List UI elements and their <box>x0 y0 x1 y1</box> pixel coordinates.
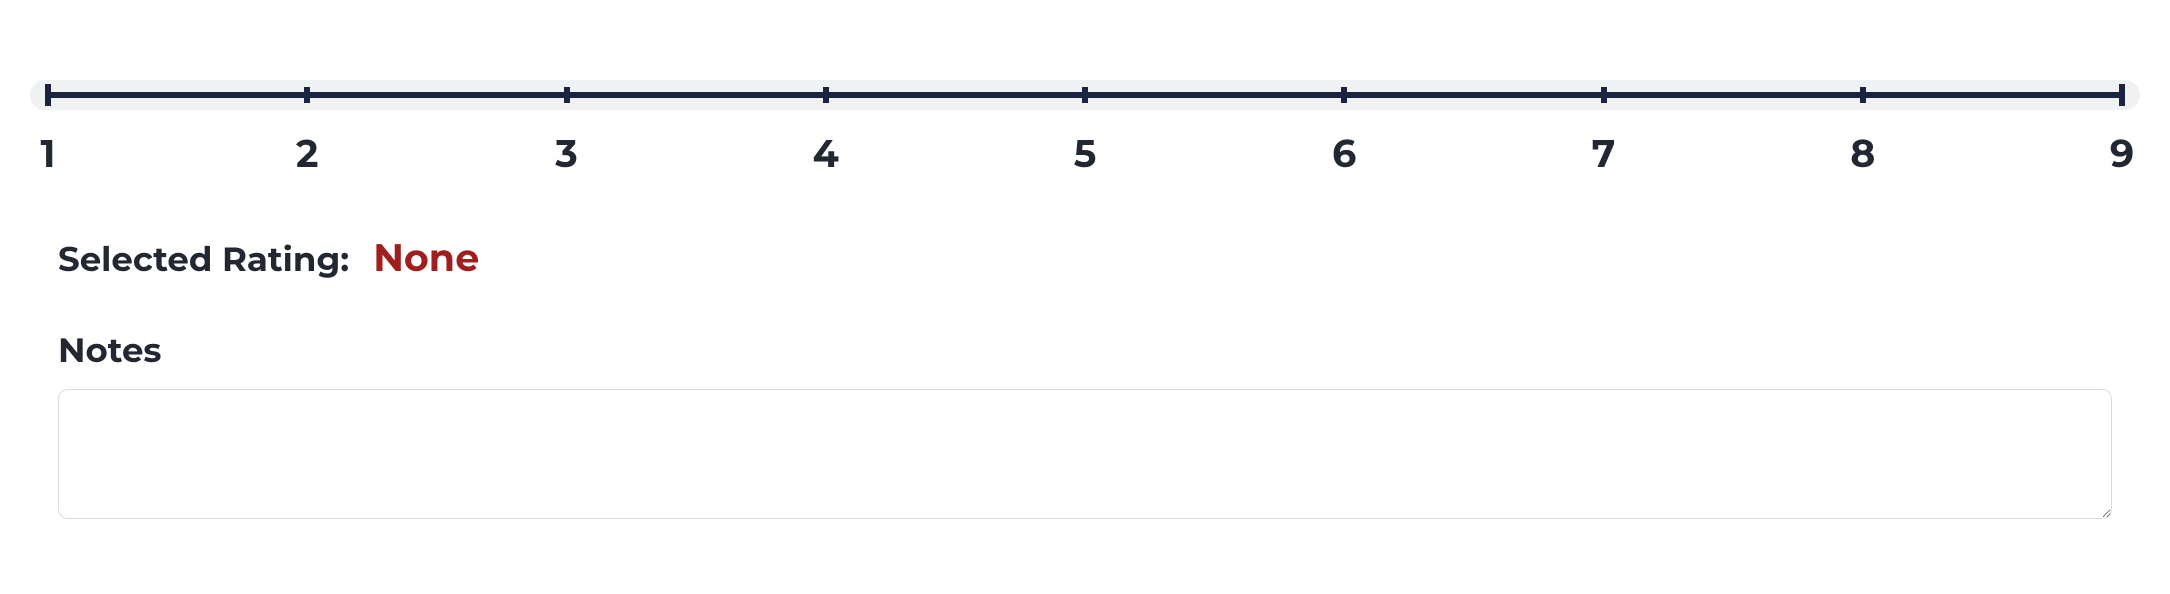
rating-slider-tick-1[interactable] <box>45 84 51 106</box>
rating-slider-tick-9[interactable] <box>2119 84 2125 106</box>
notes-section: Notes <box>20 329 2150 524</box>
rating-slider-label-1[interactable]: 1 <box>41 130 56 177</box>
rating-slider-tick-5[interactable] <box>1082 87 1088 103</box>
rating-slider-label-2[interactable]: 2 <box>296 130 318 177</box>
rating-slider-tick-3[interactable] <box>564 87 570 103</box>
rating-slider-tick-2[interactable] <box>304 87 310 103</box>
rating-slider-label-3[interactable]: 3 <box>555 130 578 177</box>
rating-slider-label-7[interactable]: 7 <box>1592 130 1616 177</box>
rating-slider-track-wrapper <box>30 80 2140 110</box>
rating-slider-label-5[interactable]: 5 <box>1074 130 1097 177</box>
rating-slider-label-6[interactable]: 6 <box>1332 130 1356 177</box>
rating-slider-tick-8[interactable] <box>1860 87 1866 103</box>
rating-slider-label-9[interactable]: 9 <box>2110 130 2134 177</box>
selected-rating-row: Selected Rating: None <box>20 234 2150 281</box>
rating-slider-container: 1 2 3 4 5 6 7 8 9 <box>20 80 2150 174</box>
rating-slider-label-4[interactable]: 4 <box>813 130 839 177</box>
notes-label: Notes <box>58 329 2112 371</box>
rating-slider-label-8[interactable]: 8 <box>1850 130 1875 177</box>
selected-rating-value: None <box>373 234 479 281</box>
rating-slider-tick-4[interactable] <box>823 87 829 103</box>
rating-slider-track[interactable] <box>48 92 2122 98</box>
selected-rating-label: Selected Rating: <box>58 238 349 280</box>
rating-slider-tick-6[interactable] <box>1341 87 1347 103</box>
notes-textarea[interactable] <box>58 389 2112 519</box>
rating-slider-tick-7[interactable] <box>1601 87 1607 103</box>
rating-slider-labels: 1 2 3 4 5 6 7 8 9 <box>30 130 2140 174</box>
